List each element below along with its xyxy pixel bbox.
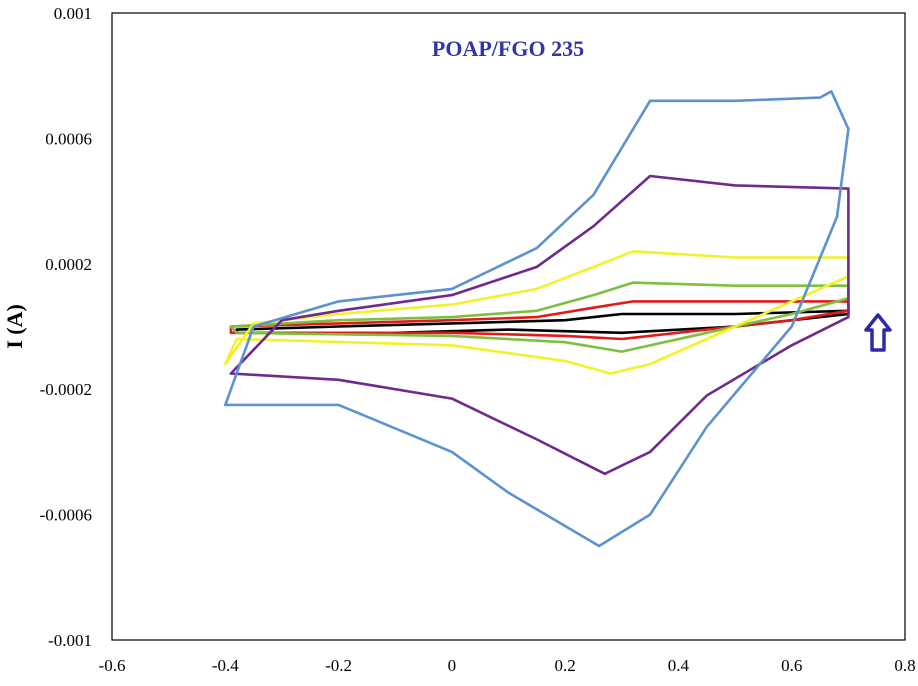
x-tick-label: 0.8 [894,656,915,675]
x-tick-label: -0.2 [325,656,352,675]
x-tick-label: -0.4 [212,656,239,675]
arrow-shape [864,313,892,352]
x-tick-label: 0 [448,656,457,675]
y-axis-ticks: 0.001 0.0006 0.0002 -0.0002 -0.0006 -0.001 [40,4,92,650]
y-tick-label: -0.0002 [40,380,92,399]
x-tick-label: 0.2 [555,656,576,675]
x-tick-label: 0.4 [668,656,690,675]
y-tick-label: 0.0006 [45,129,92,148]
y-tick-label: 0.0002 [45,255,92,274]
chart-title: POAP/FGO 235 [432,36,584,61]
y-tick-label: -0.001 [48,631,92,650]
series-line-6 [224,90,850,548]
y-tick-label: 0.001 [54,4,92,23]
x-tick-label: -0.6 [99,656,126,675]
x-axis-ticks: -0.6 -0.4 -0.2 0 0.2 0.4 0.6 0.8 [99,656,916,675]
x-tick-label: 0.6 [781,656,802,675]
y-axis-label: I (A) [2,304,27,349]
series-line-5 [229,174,850,476]
y-tick-label: -0.0006 [40,506,92,525]
arrow-up-icon [864,313,892,352]
series-group [224,90,850,548]
